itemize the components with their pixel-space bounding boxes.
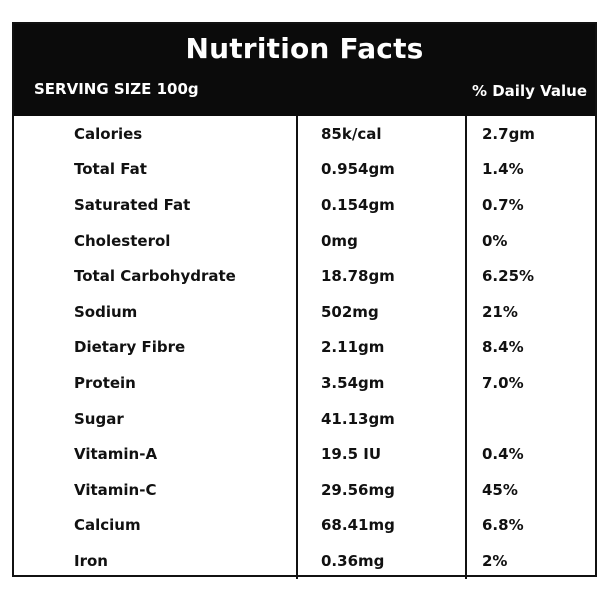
nutrient-name: Sugar [74,409,124,428]
table-row: Total Fat 0.954gm 1.4% [14,152,595,188]
nutrient-amount: 0.954gm [321,160,395,179]
nutrient-name: Vitamin-A [74,445,158,464]
table-row: Sodium 502mg 21% [14,294,595,330]
nutrient-name: Saturated Fat [74,195,191,214]
nutrient-daily-value: 6.25% [482,267,535,286]
table-row: Sugar 41.13gm [14,401,595,437]
nutrition-table: Calories 85k/cal 2.7gm Total Fat 0.954gm… [14,116,595,579]
nutrient-daily-value: 8.4% [482,338,524,357]
nutrient-amount: 19.5 IU [321,445,381,464]
nutrient-amount: 41.13gm [321,409,395,428]
nutrient-daily-value: 0% [482,231,508,250]
nutrient-amount: 3.54gm [321,373,385,392]
nutrient-daily-value: 45% [482,480,518,499]
daily-value-label: % Daily Value [471,82,587,100]
table-row: Calories 85k/cal 2.7gm [14,116,595,152]
nutrient-name: Total Fat [74,160,147,179]
nutrient-name: Cholesterol [74,231,171,250]
nutrient-name: Calcium [74,516,141,535]
nutrient-amount: 29.56mg [321,480,395,499]
nutrient-name: Iron [74,551,108,570]
nutrient-amount: 68.41mg [321,516,395,535]
nutrient-daily-value: 6.8% [482,516,524,535]
nutrient-daily-value: 2% [482,551,508,570]
nutrient-amount: 0.154gm [321,195,395,214]
nutrient-daily-value: 21% [482,302,518,321]
nutrient-name: Vitamin-C [74,480,157,499]
nutrient-amount: 0.36mg [321,551,385,570]
nutrient-name: Sodium [74,302,138,321]
nutrient-name: Total Carbohydrate [74,267,236,286]
nutrient-daily-value: 1.4% [482,160,524,179]
nutrition-title: Nutrition Facts [185,32,424,65]
table-row: Calcium 68.41mg 6.8% [14,508,595,544]
nutrient-daily-value: 7.0% [482,373,524,392]
nutrition-facts-panel: Nutrition Facts SERVING SIZE 100g % Dail… [12,22,597,579]
table-row: Protein 3.54gm 7.0% [14,365,595,401]
table-row: Dietary Fibre 2.11gm 8.4% [14,330,595,366]
nutrient-name: Dietary Fibre [74,338,186,357]
column-divider [296,116,298,579]
nutrition-header: Nutrition Facts SERVING SIZE 100g % Dail… [14,24,595,116]
serving-size: SERVING SIZE 100g [34,80,199,98]
nutrient-daily-value: 0.7% [482,195,524,214]
nutrient-name: Protein [74,373,136,392]
table-row: Iron 0.36mg 2% [14,543,595,579]
table-row: Vitamin-C 29.56mg 45% [14,472,595,508]
nutrient-daily-value [482,401,592,437]
column-divider [465,116,467,579]
nutrient-daily-value: 2.7gm [482,124,535,143]
table-row: Vitamin-A 19.5 IU 0.4% [14,436,595,472]
nutrient-amount: 18.78gm [321,267,395,286]
nutrient-name: Calories [74,124,143,143]
nutrient-daily-value: 0.4% [482,445,524,464]
nutrient-amount: 0mg [321,231,358,250]
nutrient-amount: 85k/cal [321,124,382,143]
table-row: Cholesterol 0mg 0% [14,223,595,259]
nutrient-amount: 502mg [321,302,379,321]
table-row: Saturated Fat 0.154gm 0.7% [14,187,595,223]
table-row: Total Carbohydrate 18.78gm 6.25% [14,258,595,294]
nutrient-amount: 2.11gm [321,338,385,357]
